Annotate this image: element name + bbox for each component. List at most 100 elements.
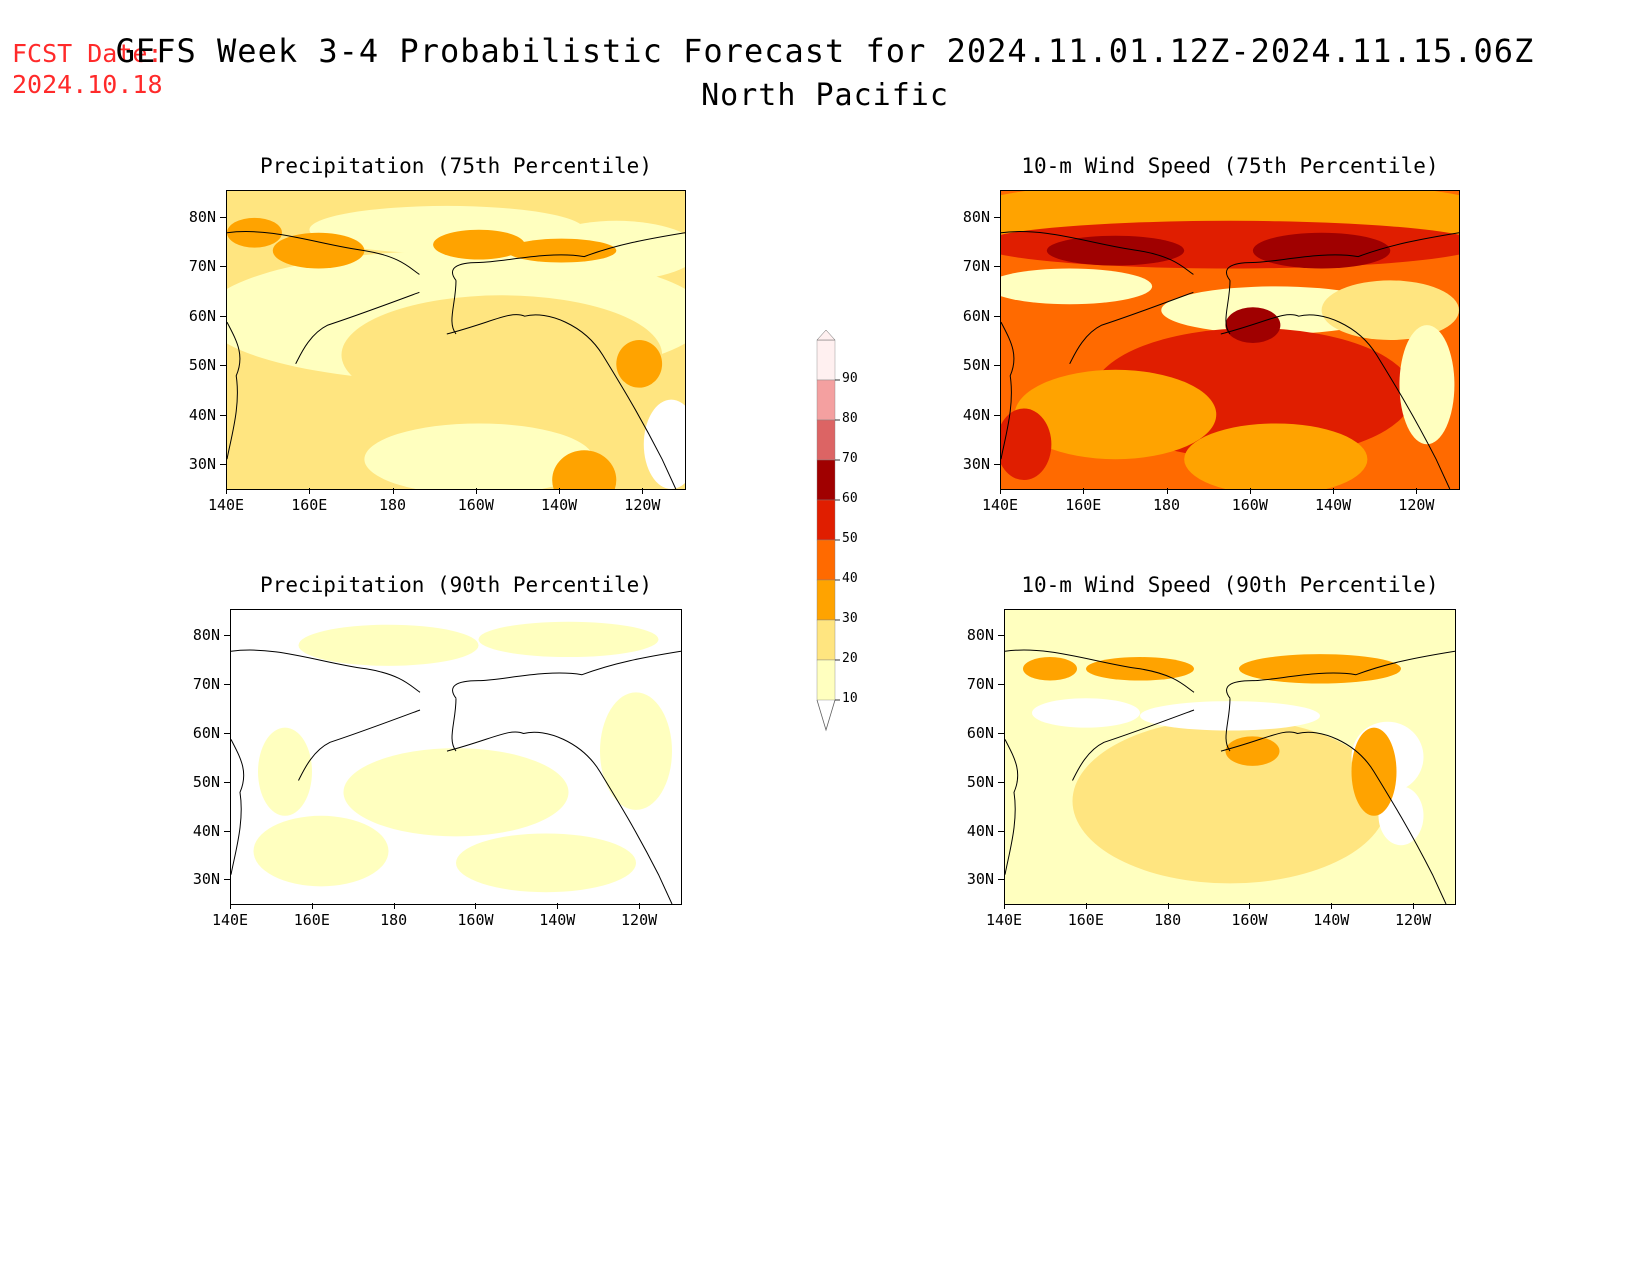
lon-tick — [1331, 903, 1333, 909]
contour-fill — [1239, 654, 1401, 684]
lon-tick-label: 120W — [624, 496, 661, 514]
lat-tick — [220, 266, 226, 268]
lon-tick — [1000, 488, 1001, 494]
lat-tick — [224, 830, 230, 832]
lat-tick-label: 70N — [188, 257, 216, 276]
lat-tick-label: 70N — [966, 675, 994, 694]
colorbar-swatch — [816, 659, 836, 701]
lat-tick — [220, 464, 226, 466]
map-field — [231, 610, 681, 904]
lat-tick — [994, 365, 1000, 367]
coastline — [1220, 731, 1447, 904]
figure-title-text: GEFS Week 3-4 Probabilistic Forecast for… — [115, 32, 1535, 70]
colorbar-bottom-arrow — [816, 699, 836, 732]
lat-tick — [998, 635, 1004, 637]
map-field — [1005, 610, 1455, 904]
lon-tick-label: 140W — [539, 911, 576, 929]
coastline — [446, 314, 677, 489]
lat-tick — [998, 781, 1004, 783]
lon-tick — [1413, 903, 1415, 909]
contour-fill — [506, 238, 617, 263]
lon-tick — [392, 488, 394, 494]
coastline — [1225, 280, 1231, 335]
coastline — [227, 321, 241, 460]
lon-tick — [309, 488, 311, 494]
lat-tick-label: 30N — [192, 870, 220, 889]
coastline — [1005, 649, 1195, 693]
lon-tick-label: 140W — [1315, 496, 1352, 514]
coastline — [1225, 698, 1231, 752]
colorbar-swatch — [816, 539, 836, 581]
lat-tick-label: 60N — [188, 306, 216, 325]
contour-fill — [343, 748, 569, 837]
lon-tick — [311, 903, 313, 909]
colorbar-label: 80 — [842, 411, 858, 426]
lat-tick-label: 40N — [188, 405, 216, 424]
lat-tick — [994, 315, 1000, 317]
lon-tick-label: 120W — [1395, 911, 1432, 929]
contour-fill — [272, 232, 365, 269]
contour-fill — [552, 450, 617, 489]
contour-fill — [1252, 232, 1391, 269]
colorbar-swatch — [816, 459, 836, 501]
lon-tick-label: 160E — [1065, 496, 1102, 514]
contour-fill — [1184, 423, 1368, 489]
colorbar-swatch — [816, 379, 836, 421]
lat-tick — [220, 414, 226, 416]
colorbar-swatch — [816, 419, 836, 461]
lat-tick-label: 50N — [962, 356, 990, 375]
lon-tick — [393, 903, 395, 909]
lon-tick — [230, 903, 231, 909]
contour-fill — [1399, 325, 1455, 445]
lon-tick — [642, 488, 644, 494]
contour-fill — [433, 229, 525, 260]
lon-tick-label: 160E — [1067, 911, 1104, 929]
lon-tick — [1083, 488, 1085, 494]
coastline — [446, 731, 673, 904]
map-field — [1001, 191, 1459, 489]
lat-tick — [994, 266, 1000, 268]
lon-tick — [557, 903, 559, 909]
contour-fill — [478, 621, 659, 658]
lon-tick — [1249, 488, 1251, 494]
lon-tick — [559, 488, 561, 494]
coastline — [1001, 231, 1194, 275]
colorbar-label: 30 — [842, 611, 858, 626]
lon-tick-label: 120W — [621, 911, 658, 929]
lon-tick — [1416, 488, 1418, 494]
lat-tick — [224, 684, 230, 686]
lon-tick-label: 160W — [457, 911, 494, 929]
lat-tick-label: 40N — [966, 821, 994, 840]
lat-tick-label: 40N — [192, 821, 220, 840]
lat-tick-label: 40N — [962, 405, 990, 424]
lat-tick-label: 50N — [966, 772, 994, 791]
lon-tick-label: 160W — [457, 496, 494, 514]
contour-fill — [643, 399, 685, 489]
lat-tick — [998, 733, 1004, 735]
coastline — [231, 739, 245, 875]
lat-tick-label: 30N — [188, 455, 216, 474]
contour-fill — [1001, 408, 1052, 481]
lon-tick-label: 180 — [1152, 496, 1181, 514]
lon-tick — [475, 903, 477, 909]
colorbar-label: 60 — [842, 491, 858, 506]
contour-fill — [298, 624, 479, 666]
coastline — [1069, 291, 1194, 365]
contour-fill — [600, 692, 672, 810]
coastline — [1226, 650, 1455, 699]
panel-title: 10-m Wind Speed (75th Percentile) — [1021, 154, 1439, 178]
coastline — [451, 698, 457, 752]
colorbar-label: 90 — [842, 371, 858, 386]
colorbar-graphic — [816, 329, 840, 732]
contour-fill — [341, 295, 663, 415]
lat-tick — [224, 879, 230, 881]
colorbar-label: 40 — [842, 571, 858, 586]
lon-tick-label: 140E — [985, 911, 1023, 929]
contour-fill — [456, 833, 636, 893]
contour-fill — [1032, 698, 1140, 728]
lon-tick-label: 160E — [293, 911, 330, 929]
lat-tick — [994, 464, 1000, 466]
contour-fill — [616, 340, 663, 388]
lat-tick — [220, 216, 226, 218]
lon-tick — [639, 903, 641, 909]
